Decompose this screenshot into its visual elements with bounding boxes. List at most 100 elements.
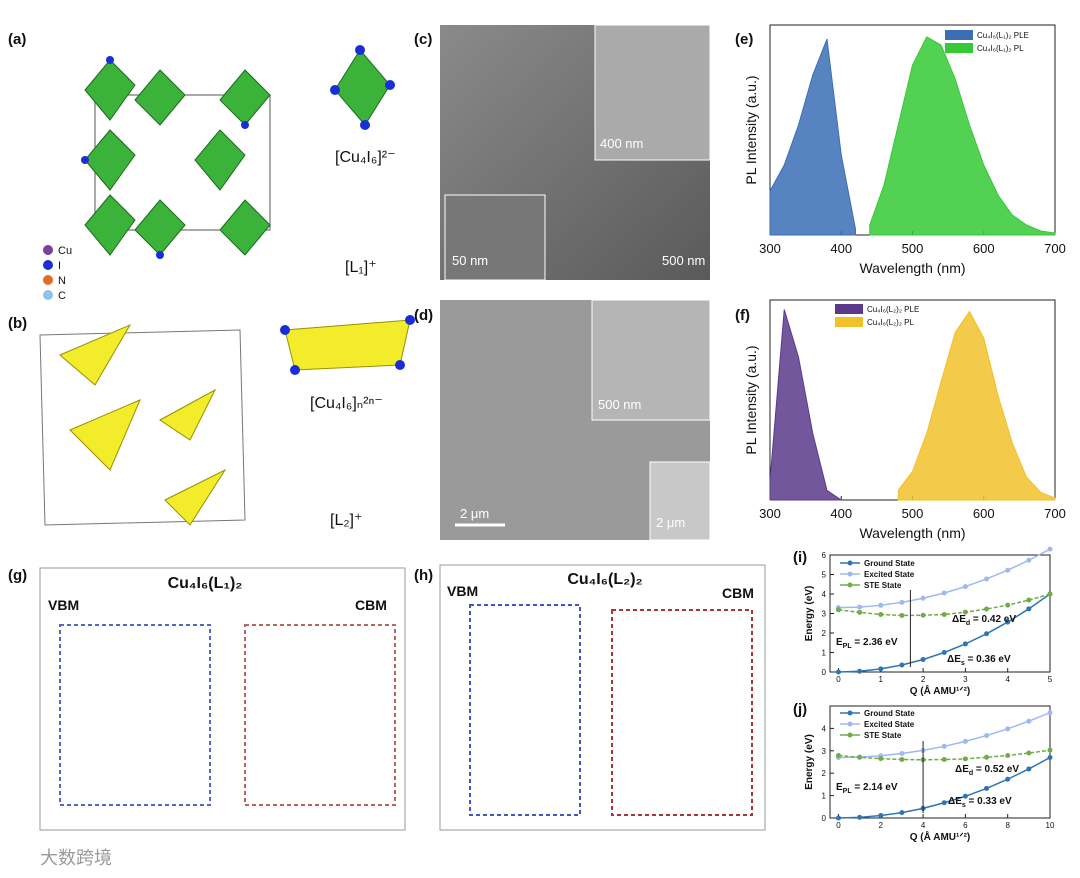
panel-label: (j) bbox=[793, 701, 807, 718]
legend-swatch bbox=[847, 732, 853, 738]
x-tick-label: 0 bbox=[836, 821, 841, 830]
legend-label: Cu₄I₆(L₁)₂ PL bbox=[977, 44, 1024, 53]
point bbox=[1047, 546, 1053, 552]
point bbox=[941, 800, 947, 806]
area bbox=[769, 309, 843, 501]
x-axis-title: Q (Å AMU¹ᐟ²) bbox=[910, 684, 971, 697]
scale-bar: 500 nm bbox=[598, 397, 641, 412]
panel-title: Cu₄I₆(L₁)₂ bbox=[168, 575, 243, 592]
legend-label: Ground State bbox=[864, 709, 915, 718]
legend-label: C bbox=[58, 290, 66, 302]
annotation-part: E bbox=[836, 782, 843, 793]
x-axis-title: Wavelength (nm) bbox=[859, 525, 965, 541]
x-tick-label: 4 bbox=[1005, 675, 1010, 684]
x-tick-label: 6 bbox=[963, 821, 968, 830]
point bbox=[899, 612, 905, 618]
point bbox=[878, 666, 884, 672]
x-tick-label: 400 bbox=[830, 241, 852, 256]
point bbox=[1026, 750, 1032, 756]
point bbox=[1005, 753, 1011, 759]
x-axis-title: Wavelength (nm) bbox=[859, 260, 965, 276]
legend-swatch bbox=[835, 317, 863, 327]
point bbox=[962, 609, 968, 615]
x-tick-label: 600 bbox=[973, 506, 995, 521]
point bbox=[878, 602, 884, 608]
area bbox=[897, 310, 1056, 501]
annotation-part: = 0.52 eV bbox=[973, 764, 1019, 775]
scale-bar: 400 nm bbox=[600, 136, 643, 151]
y-axis-title: Energy (eV) bbox=[804, 734, 815, 790]
y-tick-label: 0 bbox=[822, 668, 827, 677]
point bbox=[1047, 755, 1053, 761]
legend-swatch bbox=[945, 30, 973, 40]
legend-swatch bbox=[847, 721, 853, 727]
point bbox=[1026, 557, 1032, 563]
panel-h-frame bbox=[439, 564, 766, 831]
crystal-b bbox=[39, 315, 415, 526]
y-axis-title: PL Intensity (a.u.) bbox=[743, 345, 759, 454]
legend-label: I bbox=[58, 260, 61, 272]
x-tick-label: 300 bbox=[759, 241, 781, 256]
annotation-part: ΔE bbox=[947, 654, 961, 665]
point bbox=[899, 750, 905, 756]
y-tick-label: 3 bbox=[822, 610, 827, 619]
point bbox=[1047, 591, 1053, 597]
y-tick-label: 1 bbox=[822, 792, 827, 801]
annotation-part: ΔE bbox=[952, 614, 966, 625]
point bbox=[984, 754, 990, 760]
annotation-part: PL bbox=[843, 643, 853, 650]
point bbox=[962, 584, 968, 590]
point bbox=[962, 756, 968, 762]
point bbox=[1005, 776, 1011, 782]
x-tick-label: 4 bbox=[921, 821, 926, 830]
y-tick-label: 2 bbox=[822, 769, 827, 778]
y-tick-label: 2 bbox=[822, 629, 827, 638]
structure-label: [L₂]⁺ bbox=[330, 512, 362, 529]
annotation-part: d bbox=[966, 620, 970, 627]
point bbox=[941, 650, 947, 655]
panel-label: (h) bbox=[414, 567, 433, 584]
legend-swatch bbox=[847, 582, 853, 588]
point bbox=[835, 607, 841, 613]
x-tick-label: 5 bbox=[1048, 675, 1053, 684]
point bbox=[878, 611, 884, 617]
legend-swatch bbox=[847, 571, 853, 577]
y-tick-label: 4 bbox=[822, 590, 827, 599]
line bbox=[838, 593, 1051, 617]
x-tick-label: 8 bbox=[1005, 821, 1010, 830]
point bbox=[899, 599, 905, 605]
legend-label: Cu₄I₆(L₂)₂ PLE bbox=[867, 305, 919, 314]
point bbox=[878, 813, 884, 819]
annotation-part: E bbox=[836, 637, 843, 648]
point bbox=[941, 590, 947, 596]
point bbox=[984, 785, 990, 791]
area bbox=[769, 38, 856, 236]
panel-label: (e) bbox=[735, 31, 753, 48]
point bbox=[1005, 726, 1011, 732]
structure-label: [Cu₄I₆]ₙ²ⁿ⁻ bbox=[310, 395, 383, 412]
x-tick-label: 700 bbox=[1044, 506, 1066, 521]
point bbox=[1005, 602, 1011, 608]
y-tick-label: 5 bbox=[822, 571, 827, 580]
point bbox=[899, 662, 905, 668]
annotation-part: = 0.36 eV bbox=[965, 654, 1011, 665]
point bbox=[1026, 606, 1032, 612]
y-tick-label: 0 bbox=[822, 814, 827, 823]
panel-label: (d) bbox=[414, 307, 433, 324]
band-label: VBM bbox=[48, 597, 79, 613]
annotation: ΔEd = 0.42 eV bbox=[952, 614, 1016, 627]
annotation-part: = 0.33 eV bbox=[966, 796, 1012, 807]
point bbox=[899, 757, 905, 763]
annotation-part: = 2.36 eV bbox=[852, 637, 898, 648]
plot-frame bbox=[829, 705, 1051, 819]
legend-label: STE State bbox=[864, 581, 902, 590]
band-label: VBM bbox=[447, 583, 478, 599]
point bbox=[1026, 718, 1032, 724]
point bbox=[857, 668, 863, 674]
point bbox=[1026, 597, 1032, 603]
scale-bar: 500 nm bbox=[662, 253, 705, 268]
panel-label: (i) bbox=[793, 549, 807, 566]
scale-bar: 2 μm bbox=[656, 515, 685, 530]
orbital-plots bbox=[59, 604, 753, 816]
